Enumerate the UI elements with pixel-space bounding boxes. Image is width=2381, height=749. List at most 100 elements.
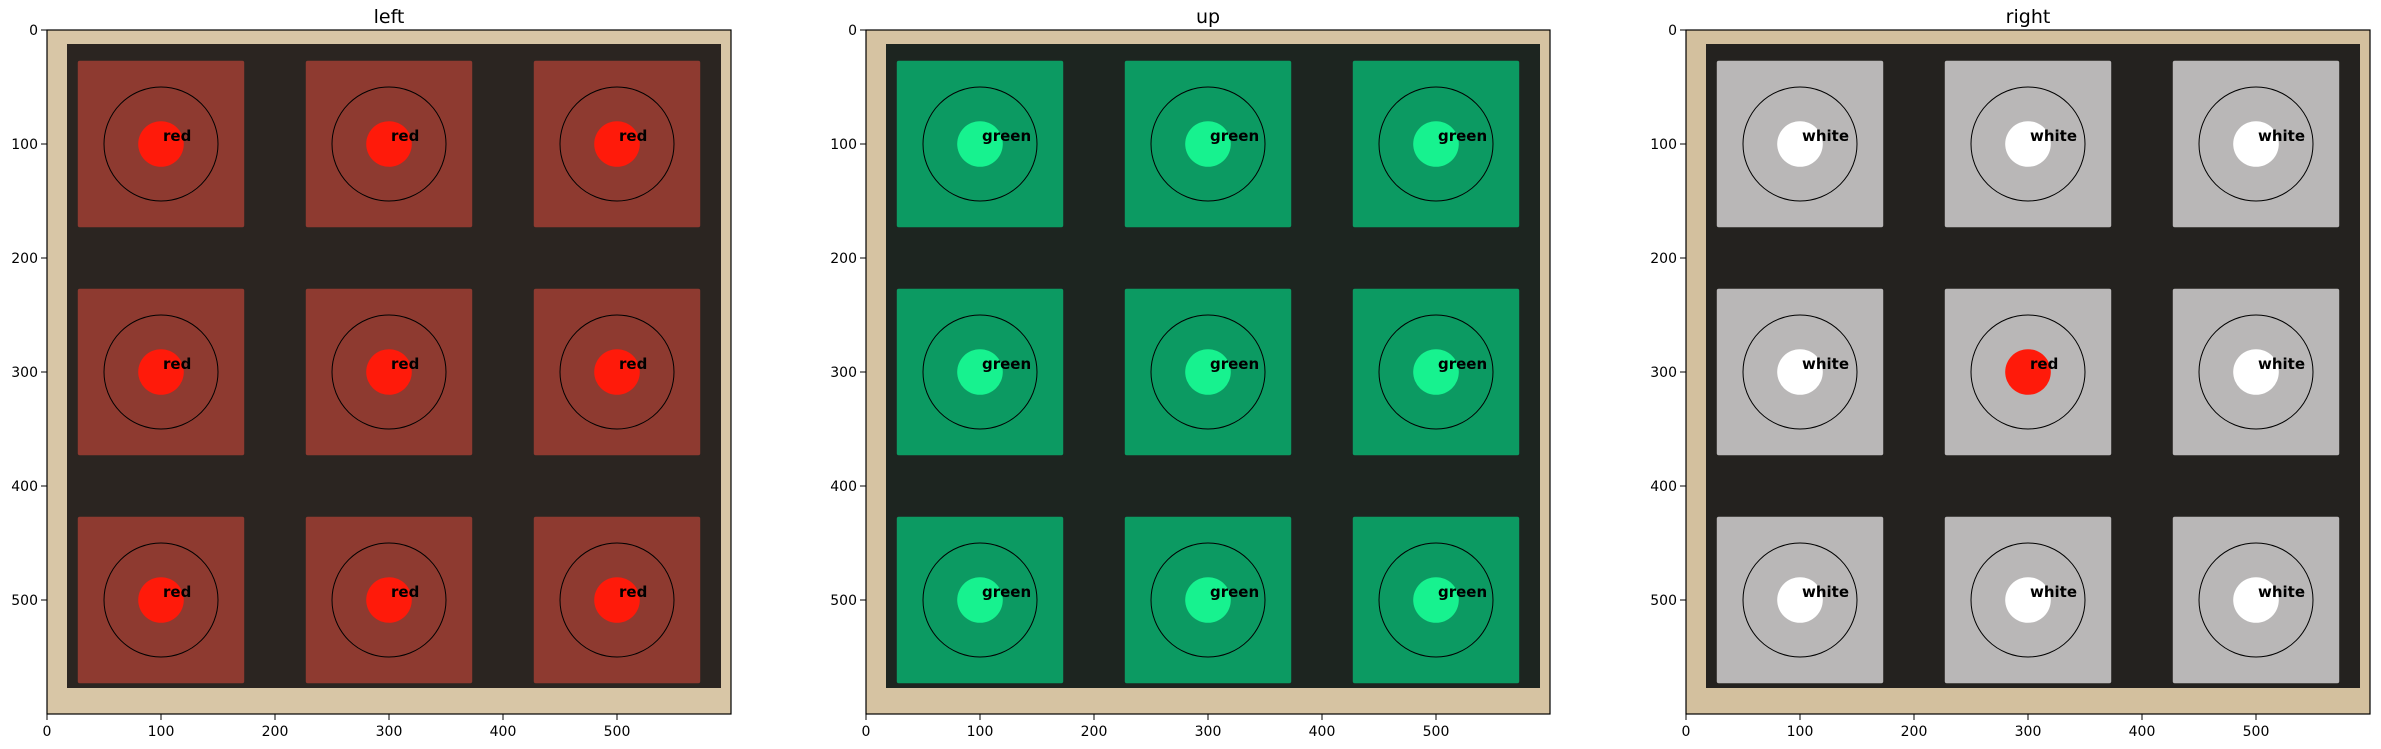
- y-tick-label: 100: [830, 137, 857, 153]
- sample-label: green: [982, 127, 1031, 145]
- sample-dot: [138, 349, 184, 395]
- sample-ring: [2198, 314, 2314, 430]
- x-tick-label: 400: [2129, 724, 2156, 740]
- sample-dot: [957, 349, 1003, 395]
- x-tick-label: 100: [1787, 724, 1814, 740]
- x-tick-label: 500: [604, 724, 631, 740]
- sample-dot: [1413, 349, 1459, 395]
- sample-ring: [331, 86, 447, 202]
- sample-ring: [1970, 314, 2086, 430]
- sample-label: red: [619, 583, 647, 601]
- y-tick-label: 500: [1650, 593, 1677, 609]
- sample-label: green: [1210, 127, 1259, 145]
- panel-up: green green green green green green green green…: [830, 23, 1551, 740]
- sample-dot: [957, 577, 1003, 623]
- panel-title-up: up: [1195, 6, 1221, 28]
- sample-label: green: [1438, 583, 1487, 601]
- y-tick-label: 200: [830, 251, 857, 267]
- sample-dot: [1777, 577, 1823, 623]
- sample-dot: [1413, 577, 1459, 623]
- sample-label: red: [391, 583, 419, 601]
- panel-right: white white white white red white white white wh…: [1650, 23, 2371, 740]
- sample-ring: [1150, 542, 1266, 658]
- x-tick-label: 0: [862, 724, 871, 740]
- sample-ring: [1742, 542, 1858, 658]
- sample-ring: [103, 542, 219, 658]
- sample-dot: [594, 577, 640, 623]
- y-tick-label: 300: [1650, 365, 1677, 381]
- sample-label: white: [1802, 583, 1849, 601]
- sample-ring: [331, 314, 447, 430]
- sample-dot: [366, 349, 412, 395]
- sample-dot: [1777, 121, 1823, 167]
- y-tick-label: 400: [1650, 479, 1677, 495]
- x-tick-label: 0: [1682, 724, 1691, 740]
- sample-dot: [2233, 577, 2279, 623]
- x-tick-label: 300: [2015, 724, 2042, 740]
- sample-dot: [366, 121, 412, 167]
- sample-ring: [103, 314, 219, 430]
- sample-dot: [138, 121, 184, 167]
- y-tick-label: 200: [1650, 251, 1677, 267]
- sample-ring: [103, 86, 219, 202]
- sample-ring: [1970, 86, 2086, 202]
- sample-label: white: [1802, 355, 1849, 373]
- sample-dot: [594, 121, 640, 167]
- sample-label: white: [2258, 355, 2305, 373]
- sample-ring: [1150, 314, 1266, 430]
- sample-dot: [594, 349, 640, 395]
- sample-dot: [366, 577, 412, 623]
- x-tick-label: 0: [43, 724, 52, 740]
- sample-ring: [1378, 314, 1494, 430]
- sample-ring: [922, 542, 1038, 658]
- sample-dot: [2233, 349, 2279, 395]
- y-tick-label: 300: [830, 365, 857, 381]
- y-tick-label: 100: [11, 137, 38, 153]
- y-tick-label: 100: [1650, 137, 1677, 153]
- sample-dot: [1413, 121, 1459, 167]
- panel-title-left: left: [373, 6, 405, 28]
- y-tick-label: 0: [848, 23, 857, 39]
- sample-dot: [2005, 349, 2051, 395]
- sample-dot: [1185, 349, 1231, 395]
- sample-label: red: [619, 355, 647, 373]
- sample-label: red: [619, 127, 647, 145]
- x-tick-label: 400: [1309, 724, 1336, 740]
- sample-dot: [1777, 349, 1823, 395]
- x-tick-label: 400: [490, 724, 517, 740]
- sample-ring: [1378, 86, 1494, 202]
- sample-label: red: [163, 355, 191, 373]
- x-tick-label: 300: [376, 724, 403, 740]
- sample-dot: [1185, 121, 1231, 167]
- sample-label: red: [2030, 355, 2058, 373]
- sample-ring: [1742, 86, 1858, 202]
- sample-dot: [138, 577, 184, 623]
- y-tick-label: 0: [29, 23, 38, 39]
- y-tick-label: 400: [830, 479, 857, 495]
- sample-dot: [957, 121, 1003, 167]
- sample-ring: [1970, 542, 2086, 658]
- sample-ring: [2198, 86, 2314, 202]
- x-tick-label: 200: [262, 724, 289, 740]
- sample-label: white: [2258, 127, 2305, 145]
- x-tick-label: 300: [1195, 724, 1222, 740]
- sample-label: green: [1438, 127, 1487, 145]
- sample-dot: [2005, 121, 2051, 167]
- sample-label: red: [163, 127, 191, 145]
- y-tick-label: 200: [11, 251, 38, 267]
- y-tick-label: 400: [11, 479, 38, 495]
- sample-label: green: [982, 355, 1031, 373]
- y-tick-label: 500: [11, 593, 38, 609]
- sample-label: green: [982, 583, 1031, 601]
- sample-dot: [2005, 577, 2051, 623]
- y-tick-label: 300: [11, 365, 38, 381]
- sample-ring: [922, 314, 1038, 430]
- sample-label: white: [2258, 583, 2305, 601]
- sample-label: red: [163, 583, 191, 601]
- y-tick-label: 500: [830, 593, 857, 609]
- sample-label: green: [1438, 355, 1487, 373]
- sample-ring: [1378, 542, 1494, 658]
- panel-title-right: right: [2005, 6, 2051, 28]
